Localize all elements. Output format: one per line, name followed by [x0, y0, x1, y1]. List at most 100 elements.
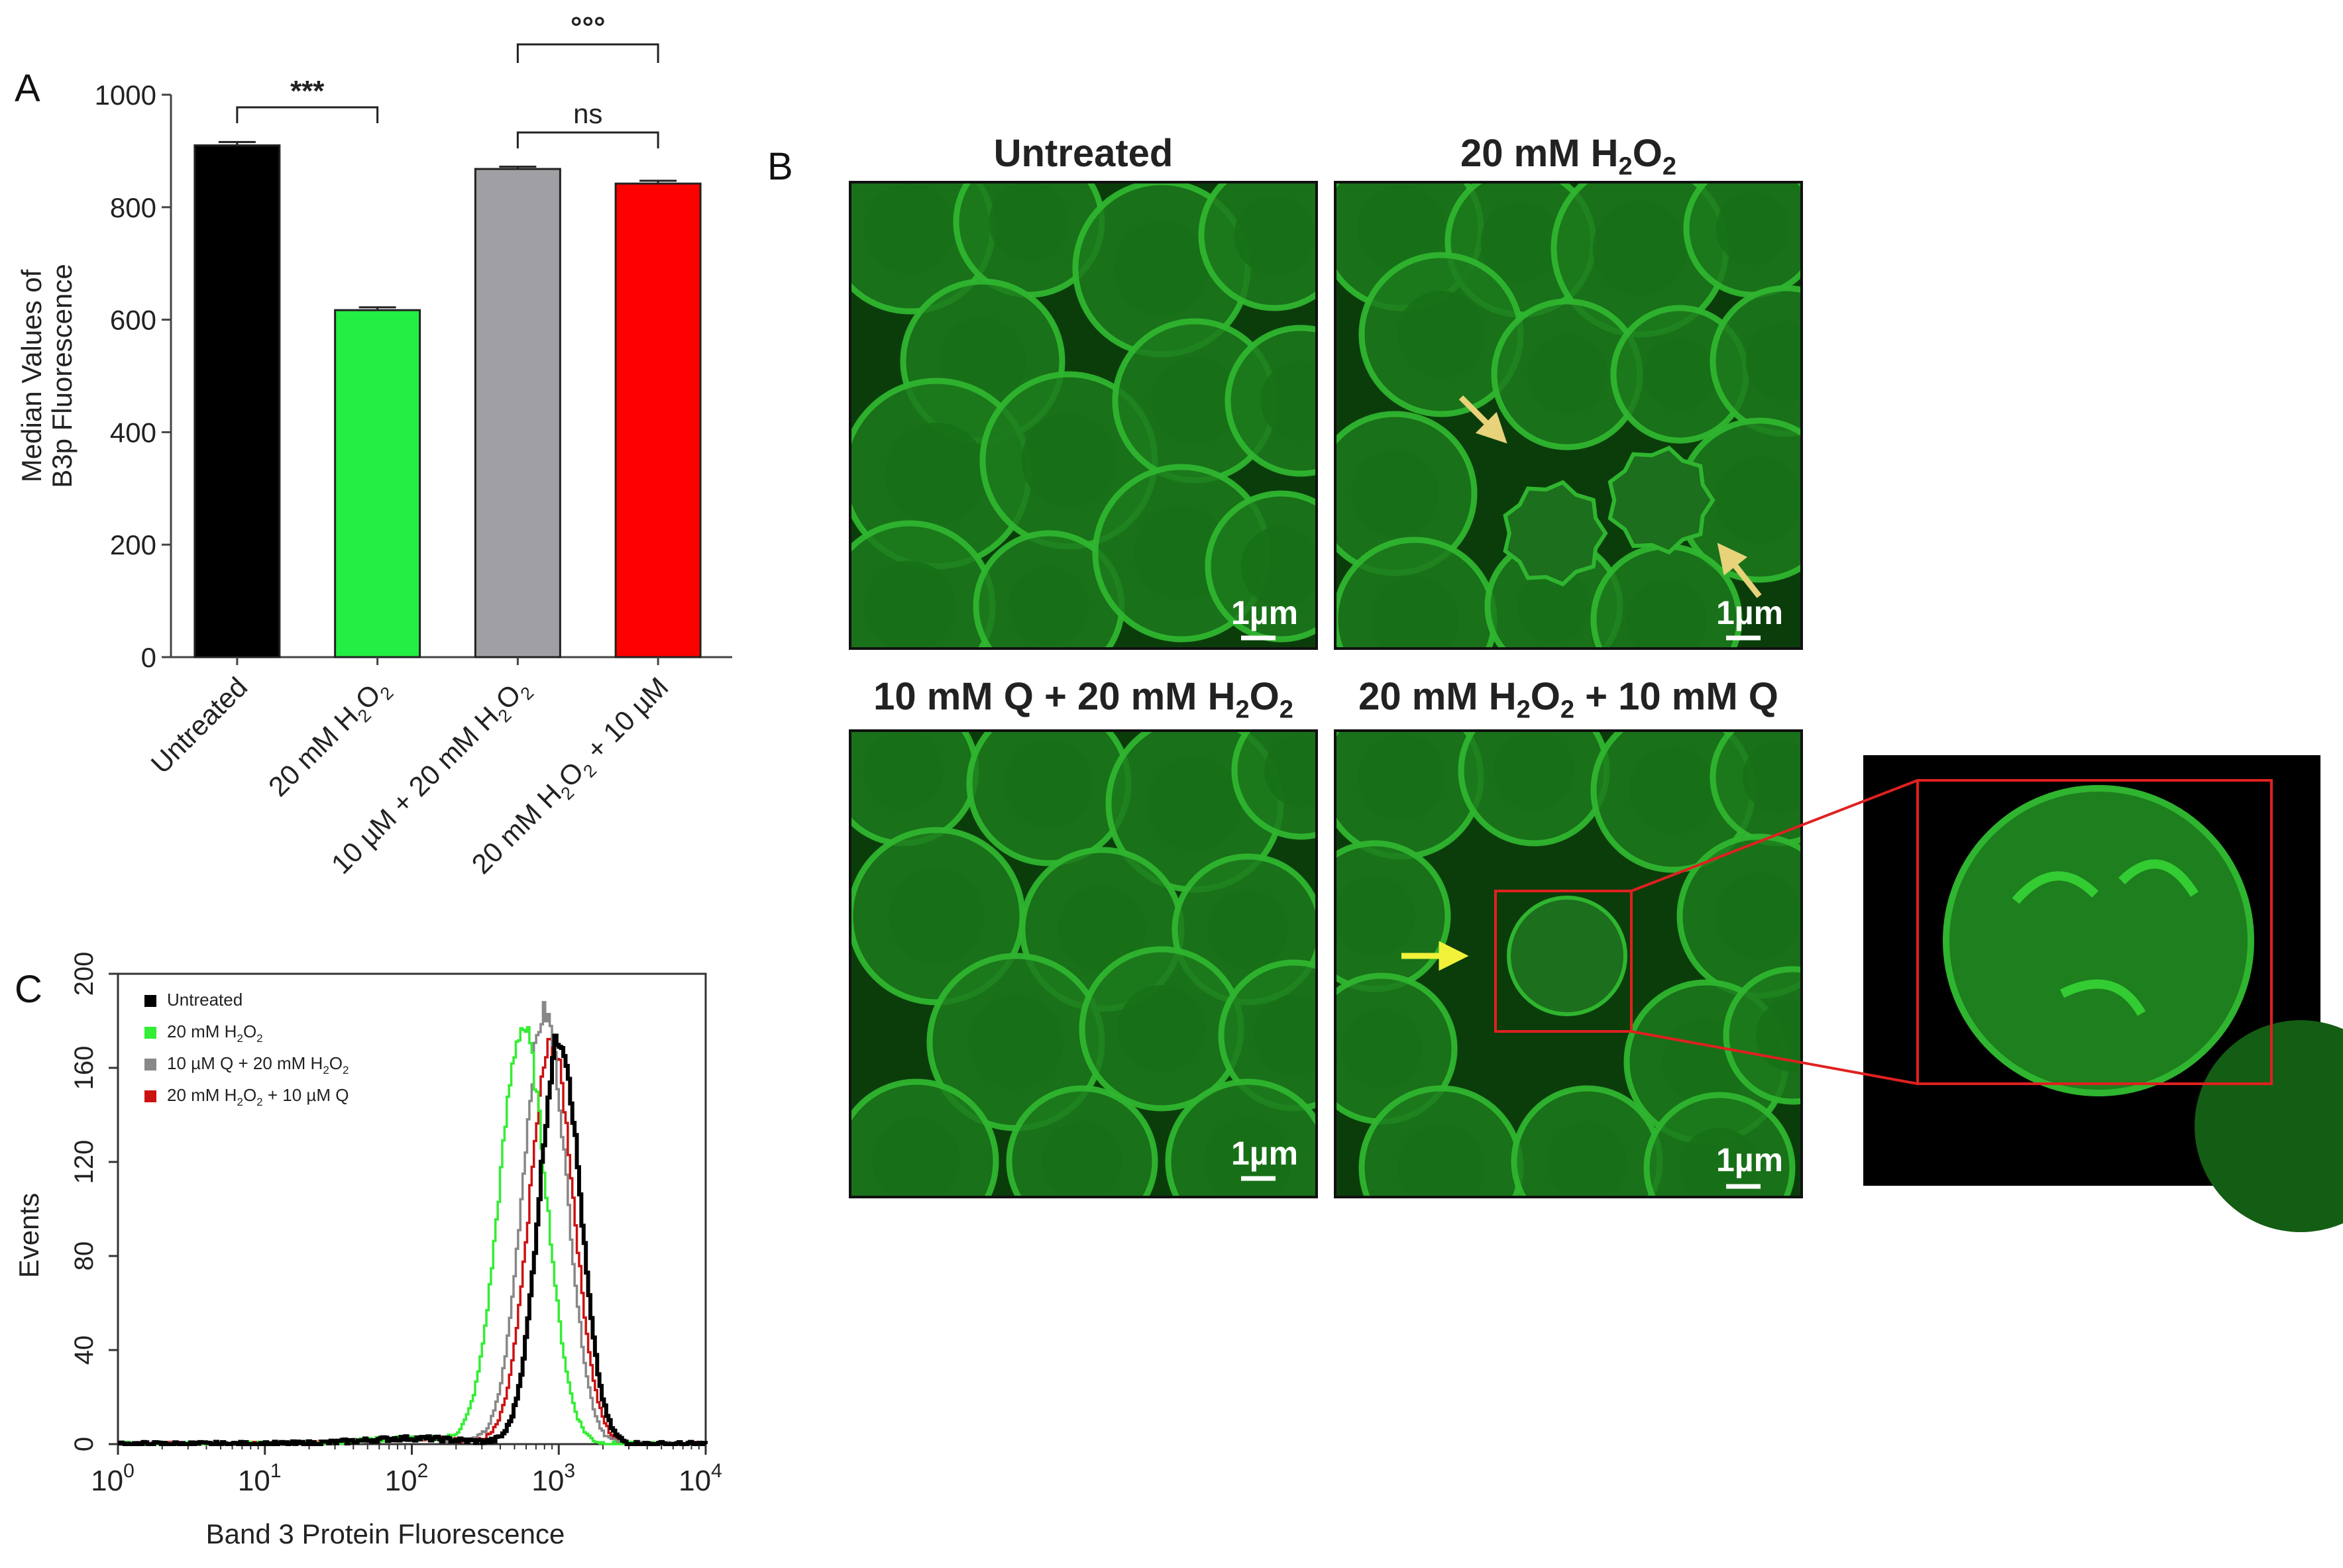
scale-bar-label-4: 1µm — [1716, 1141, 1784, 1178]
legend-label: 20 mM H2O2 — [167, 1021, 263, 1045]
cell-membrane — [1006, 1085, 1158, 1197]
scale-bar-label-2: 1µm — [1716, 594, 1784, 631]
series-line — [118, 1033, 708, 1446]
y-tick-label: 120 — [70, 1140, 99, 1184]
echinocyte-cell — [1503, 480, 1608, 587]
cell-membrane — [1723, 966, 1802, 1105]
significance-bracket — [236, 106, 379, 123]
y-tick-label: 0 — [70, 1437, 99, 1451]
y-tick-label: 0 — [141, 642, 156, 673]
micrograph-border — [849, 729, 1318, 1198]
histogram-chart: 0 40 80 120 160 200 100 101 102 103 104 Band 3 Prot… — [13, 952, 722, 1549]
cell-center — [864, 183, 955, 274]
cell-membrane — [850, 1078, 999, 1197]
cell-center — [1397, 1124, 1485, 1197]
inset-connector-top — [1631, 779, 1918, 892]
cell-center — [1547, 1121, 1627, 1197]
cell-membrane — [1205, 490, 1317, 643]
micrograph-cells — [850, 731, 1317, 1197]
cell-center — [1021, 413, 1117, 508]
cell-center — [1134, 505, 1229, 601]
cell-center — [1527, 334, 1607, 415]
inset-frame — [1916, 779, 2273, 1085]
cell-center — [1494, 731, 1574, 811]
inset-connector-bottom — [1631, 1030, 1918, 1085]
cell-membrane — [1198, 182, 1317, 311]
x-tick-label: 102 — [385, 1460, 429, 1497]
cell-center — [1629, 747, 1717, 834]
cell-center — [1716, 456, 1802, 544]
cell-center — [1260, 360, 1317, 441]
micrograph-q-then-h2o2 — [849, 729, 1318, 1198]
cell-center — [1743, 741, 1802, 813]
cell-center — [1756, 999, 1802, 1072]
cell-center — [1147, 756, 1242, 851]
bar — [474, 168, 561, 658]
cell-center — [1114, 221, 1209, 316]
echinocyte-cell — [1607, 445, 1716, 555]
significance-label: *** — [290, 75, 325, 107]
micrograph-title-h2o2: 20 mM H2O2 — [1460, 132, 1676, 181]
arrow-icon — [1458, 395, 1507, 444]
bar — [193, 144, 281, 658]
cell-center — [989, 182, 1069, 262]
cell-center — [1118, 985, 1205, 1072]
y-tick-label: 40 — [70, 1335, 99, 1365]
significance-bracket — [516, 43, 659, 63]
cell-center — [1716, 192, 1789, 265]
cell-center — [1626, 579, 1707, 649]
micrograph-title-q-then-h2o2: 10 mM Q + 20 mM H2O2 — [873, 675, 1293, 724]
cell-center — [1745, 321, 1802, 401]
cell-center — [1480, 201, 1561, 282]
inset-selection-box — [1494, 890, 1633, 1033]
cell-membrane — [1165, 1078, 1317, 1197]
significance-bracket — [516, 131, 659, 148]
cell-center — [1151, 357, 1238, 444]
cell-center — [864, 560, 955, 649]
cell-center — [1716, 872, 1802, 960]
cell-center — [1058, 886, 1146, 973]
cell-center — [1517, 570, 1590, 643]
y-tick-label: 200 — [110, 529, 156, 560]
y-tick-label: 160 — [70, 1046, 99, 1090]
cell-center — [1207, 889, 1288, 970]
significance-label: °°° — [571, 11, 606, 44]
micrograph-border — [849, 181, 1318, 650]
y-tick-label: 400 — [110, 417, 156, 448]
bar — [614, 182, 702, 658]
y-axis-label: Median Values ofB3p Fluorescence — [16, 264, 78, 488]
cell-center — [1592, 201, 1688, 296]
x-tick-label: 104 — [679, 1460, 722, 1497]
micrograph-border — [1334, 729, 1803, 1198]
cell-center — [1234, 195, 1315, 276]
cell-center — [1358, 733, 1445, 821]
cell-center — [1643, 338, 1716, 411]
legend-swatch — [144, 1027, 156, 1039]
micrograph-cells — [1335, 182, 1802, 649]
cell-center — [1042, 1121, 1122, 1197]
panel-label-b: B — [767, 145, 793, 188]
cell-center — [1358, 185, 1445, 272]
micrograph-title-h2o2-then-q: 20 mM H2O2 + 10 mM Q — [1358, 675, 1778, 724]
cell-center — [968, 994, 1063, 1090]
scale-bar-label-1: 1µm — [1231, 594, 1299, 631]
x-tick-label: 101 — [238, 1460, 282, 1497]
y-tick-label: 200 — [70, 952, 99, 996]
cell-center — [1341, 1008, 1422, 1089]
y-axis-label: Events — [13, 1193, 44, 1278]
inset-neighbor-cell — [2195, 1020, 2343, 1232]
x-tick-label: 103 — [531, 1460, 575, 1497]
legend-swatch — [144, 1059, 156, 1071]
cell-membrane — [1225, 325, 1317, 477]
scale-bar-label-3: 1µm — [1231, 1135, 1299, 1172]
cell-center — [1397, 291, 1485, 378]
significance-label: ns — [573, 98, 602, 129]
cell-center — [1254, 995, 1317, 1076]
micrograph-untreated — [849, 181, 1318, 650]
cell-center — [1008, 566, 1089, 647]
cell-membrane — [1643, 1092, 1796, 1197]
micrograph-border — [1334, 181, 1803, 650]
micrograph-cells — [850, 182, 1317, 649]
micrograph-title-untreated: Untreated — [993, 132, 1173, 175]
